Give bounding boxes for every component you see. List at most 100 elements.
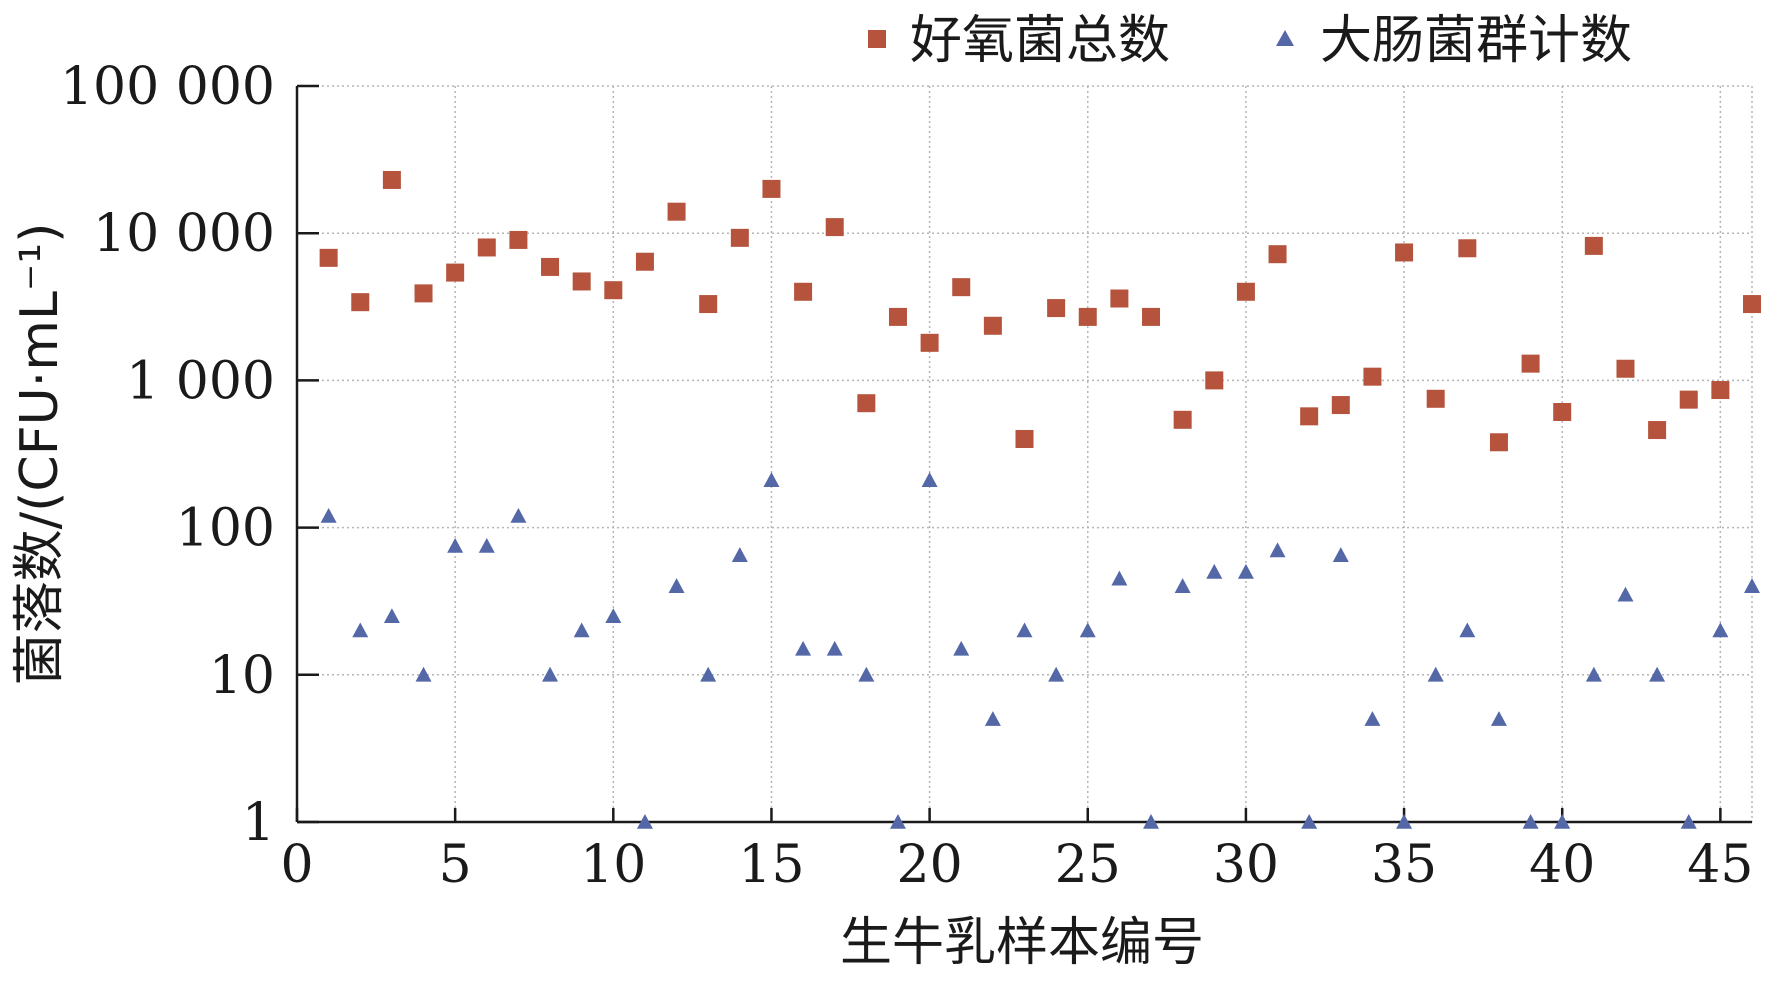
point-total-aerobic bbox=[1458, 239, 1477, 258]
point-total-aerobic bbox=[1078, 307, 1097, 326]
point-total-aerobic bbox=[920, 333, 939, 352]
point-total-aerobic bbox=[446, 263, 465, 282]
point-coliform bbox=[1490, 711, 1507, 726]
point-coliform bbox=[415, 666, 432, 682]
point-coliform bbox=[573, 622, 590, 638]
x-tick-label: 5 bbox=[439, 835, 472, 895]
point-coliform bbox=[542, 666, 559, 682]
x-tick-label: 0 bbox=[280, 835, 313, 895]
point-coliform bbox=[921, 472, 938, 487]
point-total-aerobic bbox=[952, 278, 971, 297]
point-total-aerobic bbox=[477, 238, 496, 257]
point-coliform bbox=[1585, 666, 1602, 682]
point-total-aerobic bbox=[699, 295, 718, 314]
point-total-aerobic bbox=[1553, 402, 1572, 421]
point-coliform bbox=[1459, 622, 1476, 638]
point-total-aerobic bbox=[319, 248, 338, 267]
x-tick-label: 35 bbox=[1371, 835, 1437, 895]
point-total-aerobic bbox=[1616, 359, 1635, 378]
point-coliform bbox=[1396, 814, 1413, 829]
point-total-aerobic bbox=[667, 202, 686, 221]
point-total-aerobic bbox=[541, 257, 560, 276]
point-coliform bbox=[1744, 578, 1760, 593]
point-coliform bbox=[795, 640, 812, 656]
point-coliform bbox=[605, 608, 622, 624]
point-coliform bbox=[1301, 814, 1318, 829]
x-tick-label: 25 bbox=[1055, 835, 1121, 895]
point-total-aerobic bbox=[382, 170, 401, 189]
point-total-aerobic bbox=[604, 281, 623, 300]
point-coliform bbox=[636, 814, 653, 829]
y-tick-label: 100 bbox=[176, 499, 275, 559]
point-coliform bbox=[731, 547, 748, 562]
point-coliform bbox=[763, 472, 780, 487]
legend-marker-total-aerobic bbox=[868, 30, 886, 48]
point-coliform bbox=[383, 608, 400, 624]
point-total-aerobic bbox=[1331, 396, 1350, 415]
point-coliform bbox=[858, 666, 875, 682]
point-total-aerobic bbox=[572, 272, 591, 291]
point-total-aerobic bbox=[1426, 389, 1445, 408]
point-coliform bbox=[510, 507, 527, 523]
x-axis-title: 生牛乳样本编号 bbox=[840, 913, 1204, 973]
point-coliform bbox=[1712, 622, 1729, 638]
axes bbox=[295, 86, 1752, 824]
point-coliform bbox=[1427, 666, 1444, 682]
point-total-aerobic bbox=[1110, 289, 1129, 308]
point-coliform bbox=[1111, 570, 1128, 586]
point-total-aerobic bbox=[1268, 245, 1287, 264]
x-tick-label: 30 bbox=[1213, 835, 1279, 895]
point-coliform bbox=[320, 507, 337, 523]
x-tick-label: 10 bbox=[580, 835, 646, 895]
point-total-aerobic bbox=[762, 179, 781, 198]
point-total-aerobic bbox=[1142, 307, 1161, 326]
legend-label-total-aerobic: 好氧菌总数 bbox=[910, 11, 1170, 71]
point-coliform bbox=[1617, 586, 1634, 602]
y-tick-label: 10 bbox=[209, 646, 275, 706]
point-total-aerobic bbox=[1395, 243, 1414, 262]
x-tick-label: 45 bbox=[1687, 835, 1753, 895]
point-coliform bbox=[1016, 622, 1033, 638]
point-coliform bbox=[668, 578, 685, 593]
y-tick-label: 1 bbox=[242, 793, 275, 853]
x-tick-label: 40 bbox=[1529, 835, 1595, 895]
point-coliform bbox=[984, 711, 1001, 726]
point-total-aerobic bbox=[1679, 390, 1698, 409]
point-total-aerobic bbox=[1743, 295, 1761, 314]
y-tick-label: 100 000 bbox=[60, 57, 275, 117]
point-coliform bbox=[1206, 563, 1223, 579]
point-total-aerobic bbox=[414, 284, 433, 303]
legend-marker-coliform bbox=[1276, 30, 1294, 46]
point-total-aerobic bbox=[1711, 381, 1730, 400]
y-ticks: 1 10 100 1 000 10 000 100 000 bbox=[60, 57, 319, 853]
point-coliform bbox=[352, 622, 369, 638]
series-1 bbox=[320, 472, 1760, 829]
point-total-aerobic bbox=[825, 218, 844, 237]
point-total-aerobic bbox=[1489, 433, 1508, 452]
legend-label-coliform: 大肠菌群计数 bbox=[1320, 11, 1632, 71]
series-0 bbox=[319, 170, 1761, 452]
point-total-aerobic bbox=[1584, 236, 1603, 255]
point-total-aerobic bbox=[888, 307, 907, 326]
point-total-aerobic bbox=[509, 230, 528, 249]
point-coliform bbox=[1364, 711, 1381, 726]
point-total-aerobic bbox=[1521, 354, 1540, 373]
point-coliform bbox=[889, 814, 906, 829]
point-coliform bbox=[447, 537, 464, 553]
point-total-aerobic bbox=[730, 228, 749, 247]
point-coliform bbox=[1237, 563, 1254, 579]
point-total-aerobic bbox=[1173, 410, 1192, 429]
point-total-aerobic bbox=[1015, 429, 1034, 448]
point-coliform bbox=[1079, 622, 1096, 638]
point-coliform bbox=[1048, 666, 1065, 682]
point-coliform bbox=[1522, 814, 1539, 829]
x-tick-label: 20 bbox=[897, 835, 963, 895]
point-total-aerobic bbox=[1205, 371, 1224, 390]
y-tick-label: 10 000 bbox=[93, 204, 275, 264]
point-total-aerobic bbox=[1363, 367, 1382, 386]
point-coliform bbox=[953, 640, 970, 656]
y-tick-label: 1 000 bbox=[126, 351, 275, 411]
point-total-aerobic bbox=[1300, 407, 1319, 426]
y-axis-title: 菌落数/(CFU·mL⁻¹) bbox=[10, 223, 70, 686]
point-total-aerobic bbox=[1648, 421, 1667, 440]
